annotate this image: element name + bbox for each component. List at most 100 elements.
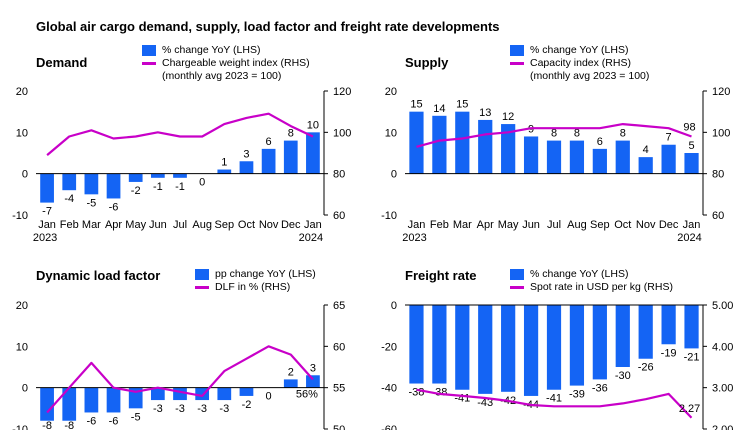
x-tick-label: Jan 2023 — [33, 219, 57, 244]
bar — [84, 173, 99, 195]
line-value-label: 98 — [683, 121, 695, 133]
bar-value-label: 14 — [433, 103, 445, 115]
legend-label: pp change YoY (LHS) — [215, 268, 316, 280]
lhs-tick-label: 20 — [16, 300, 28, 312]
bar-value-label: 12 — [502, 111, 514, 123]
x-tick-label: Jul — [547, 219, 561, 231]
bar — [217, 387, 232, 401]
bar-value-label: 10 — [307, 119, 319, 131]
bar — [306, 132, 320, 174]
bar — [306, 375, 320, 388]
bar — [150, 173, 165, 178]
lhs-tick-label: 20 — [16, 86, 28, 98]
bar-value-label: 8 — [288, 128, 294, 140]
bar-value-label: -19 — [661, 347, 677, 359]
bar — [523, 305, 539, 396]
dlf-panel: Dynamic load factor pp change YoY (LHS) … — [0, 262, 375, 430]
bar — [638, 157, 653, 174]
bar — [217, 169, 232, 174]
lhs-tick-label: 20 — [385, 86, 397, 98]
bar — [684, 305, 699, 349]
bar-value-label: -3 — [219, 403, 229, 415]
freight-title: Freight rate — [405, 268, 477, 283]
lhs-tick-label: 10 — [385, 127, 397, 139]
rhs-tick-label: 3.00 — [712, 383, 733, 395]
bar — [283, 140, 298, 174]
bar-value-label: -38 — [409, 387, 425, 399]
bar — [106, 173, 121, 199]
bar-value-label: 7 — [666, 132, 672, 144]
dlf-legend: pp change YoY (LHS) DLF in % (RHS) — [195, 268, 316, 294]
bar — [592, 148, 607, 174]
legend-item-bars: % change YoY (LHS) — [510, 268, 673, 281]
legend-label: % change YoY (LHS) — [162, 44, 261, 56]
bar — [239, 161, 254, 174]
bar — [84, 387, 99, 413]
bar-value-label: 8 — [551, 128, 557, 140]
lhs-tick-label: 0 — [22, 169, 28, 181]
bar-value-label: -38 — [431, 387, 447, 399]
demand-panel: Demand % change YoY (LHS) Chargeable wei… — [0, 38, 375, 250]
rhs-tick-label: 120 — [333, 86, 351, 98]
x-tick-label: May — [125, 219, 146, 231]
bar-value-label: 1 — [221, 157, 227, 169]
x-tick-label: Nov — [636, 219, 656, 231]
rhs-tick-label: 60 — [712, 210, 724, 222]
bar — [455, 305, 470, 390]
supply-legend: % change YoY (LHS) Capacity index (RHS) … — [510, 44, 649, 83]
lhs-tick-label: -10 — [12, 424, 28, 430]
x-tick-label: Aug — [567, 219, 587, 231]
bar — [40, 387, 54, 421]
bar-value-label: -4 — [64, 193, 74, 205]
demand-title: Demand — [36, 55, 88, 70]
bar — [478, 119, 493, 174]
bar-value-label: -43 — [477, 397, 493, 409]
rhs-tick-label: 5.00 — [712, 300, 733, 312]
rhs-tick-label: 80 — [712, 169, 724, 181]
x-tick-label: Nov — [259, 219, 279, 231]
legend-item-bars: pp change YoY (LHS) — [195, 268, 316, 281]
bar-value-label: -6 — [109, 201, 119, 213]
dlf-chart: -10 0 10 20 50 55 60 65 -8 -8 -6 -6 -5 -3 -3 -3 -3 -2 0 2 3 5… — [12, 300, 345, 430]
bar — [455, 111, 470, 174]
bar — [150, 387, 165, 401]
legend-label: Spot rate in USD per kg (RHS) — [530, 281, 673, 293]
x-tick-label: Mar — [82, 219, 101, 231]
rhs-tick-label: 65 — [333, 300, 345, 312]
bar — [661, 305, 676, 345]
lhs-tick-label: -60 — [381, 424, 397, 430]
bar-value-label: -3 — [175, 403, 185, 415]
bar-value-label: -3 — [197, 403, 207, 415]
rhs-tick-label: 60 — [333, 341, 345, 353]
x-tick-label: Feb — [60, 219, 79, 231]
x-tick-label: Aug — [192, 219, 212, 231]
rhs-tick-label: 4.00 — [712, 341, 733, 353]
supply-panel: Supply % change YoY (LHS) Capacity index… — [375, 38, 750, 250]
rhs-tick-label: 2.00 — [712, 424, 733, 430]
bar-value-label: -2 — [131, 185, 141, 197]
x-tick-label: Oct — [238, 219, 255, 231]
line-value-label: 56% — [296, 388, 318, 400]
rhs-tick-label: 60 — [333, 210, 345, 222]
bar-value-label: -39 — [569, 389, 585, 401]
bar-swatch — [195, 269, 209, 280]
bar — [40, 173, 54, 203]
bar-swatch — [510, 269, 524, 280]
bar — [615, 305, 630, 367]
line-swatch — [510, 286, 524, 289]
bar — [501, 305, 516, 392]
x-tick-label: Jun — [149, 219, 167, 231]
bar — [546, 140, 562, 174]
bar — [638, 305, 653, 359]
bar-value-label: -6 — [109, 415, 119, 427]
bar-value-label: 3 — [310, 362, 316, 374]
bar-swatch — [142, 45, 156, 56]
legend-item-line: Chargeable weight index (RHS) (monthly a… — [142, 57, 310, 83]
bar — [409, 111, 424, 174]
legend-label: Capacity index (RHS) (monthly avg 2023 =… — [530, 57, 650, 82]
bar — [478, 305, 493, 394]
bar-value-label: 6 — [266, 136, 272, 148]
legend-label: Chargeable weight index (RHS) (monthly a… — [162, 57, 310, 82]
bar-value-label: 0 — [266, 391, 272, 403]
